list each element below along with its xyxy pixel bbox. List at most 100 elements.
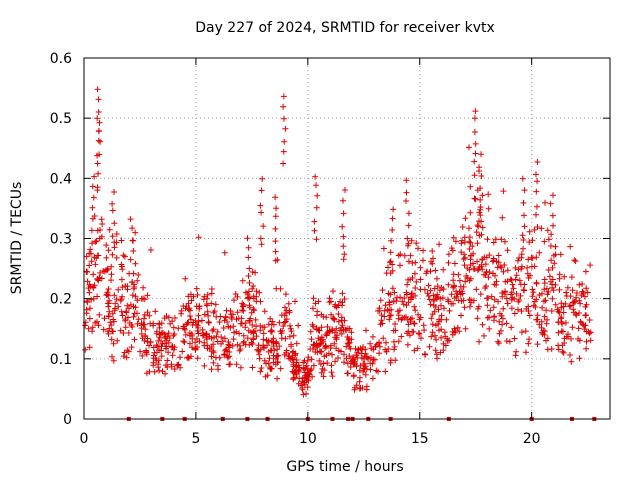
data-point — [194, 355, 201, 362]
data-point — [94, 160, 101, 167]
data-point — [495, 252, 502, 259]
data-point — [522, 328, 529, 335]
data-point — [362, 346, 369, 353]
data-point — [508, 296, 515, 303]
data-point — [471, 158, 478, 165]
data-point — [582, 303, 589, 310]
data-point — [387, 291, 394, 298]
data-point — [237, 320, 244, 327]
data-point — [556, 286, 563, 293]
x-axis-label: GPS time / hours — [286, 459, 403, 475]
data-point — [344, 340, 351, 347]
data-point — [94, 227, 101, 234]
data-point — [253, 333, 260, 340]
y-tick-label: 0.3 — [50, 232, 72, 248]
data-point — [404, 330, 410, 337]
plot-frame — [83, 57, 611, 420]
data-point — [259, 175, 266, 182]
data-point — [362, 371, 369, 378]
data-point — [165, 314, 172, 321]
data-point — [469, 243, 476, 250]
data-point — [119, 293, 126, 300]
data-point — [281, 115, 287, 122]
data-point — [477, 196, 484, 203]
data-point — [282, 125, 289, 132]
data-point — [138, 325, 145, 332]
data-point — [570, 299, 577, 306]
data-point — [351, 386, 358, 393]
data-point — [249, 285, 256, 292]
data-point — [534, 203, 540, 210]
data-point — [118, 308, 125, 315]
data-point — [482, 272, 489, 278]
data-point — [158, 353, 165, 360]
data-point — [350, 373, 357, 380]
data-point — [461, 251, 468, 258]
data-point — [445, 281, 452, 288]
data-point — [208, 366, 215, 373]
data-point — [386, 307, 393, 314]
data-point — [320, 336, 327, 343]
data-point — [120, 252, 127, 259]
data-point — [549, 212, 556, 219]
data-point — [270, 335, 277, 342]
data-point — [473, 286, 480, 293]
data-point — [188, 297, 195, 304]
data-point — [549, 284, 556, 291]
data-point — [367, 366, 374, 373]
data-point — [167, 320, 174, 327]
data-point — [451, 295, 458, 302]
data-point — [199, 317, 205, 324]
data-point — [467, 183, 474, 190]
data-point — [411, 347, 418, 354]
data-point — [368, 345, 375, 352]
data-point — [548, 308, 555, 314]
data-point — [391, 343, 398, 350]
data-point — [583, 338, 590, 345]
data-point — [111, 292, 118, 299]
data-point — [242, 324, 249, 331]
data-point — [435, 306, 442, 313]
data-point — [474, 315, 481, 322]
data-point — [350, 354, 357, 361]
data-point — [433, 275, 440, 282]
data-point — [268, 327, 275, 334]
data-point — [308, 336, 315, 343]
data-point — [132, 293, 139, 300]
data-point — [105, 313, 112, 319]
y-axis-label: SRMTID / TECUs — [9, 182, 25, 295]
data-point — [106, 226, 113, 233]
data-point — [441, 305, 447, 312]
data-point — [239, 300, 246, 307]
data-point — [421, 351, 428, 357]
data-point — [335, 311, 342, 317]
data-point — [506, 338, 513, 345]
data-point — [169, 352, 176, 359]
data-point — [391, 338, 397, 345]
data-point — [312, 300, 319, 307]
data-point — [416, 316, 423, 323]
data-point — [409, 260, 416, 266]
data-point — [431, 308, 438, 315]
data-point — [100, 326, 107, 333]
data-point — [461, 239, 468, 246]
data-point — [523, 305, 530, 312]
data-point — [558, 300, 565, 307]
data-point — [237, 364, 244, 371]
data-point — [508, 289, 515, 296]
data-point — [201, 311, 208, 318]
data-point — [387, 270, 394, 277]
data-point — [529, 237, 536, 244]
data-point — [300, 391, 307, 398]
data-point — [575, 335, 581, 342]
data-point — [453, 288, 460, 295]
data-point — [262, 373, 269, 380]
data-point — [333, 332, 340, 339]
data-point — [240, 301, 247, 308]
data-point — [204, 302, 211, 309]
data-point — [404, 316, 411, 323]
data-point — [178, 307, 185, 314]
data-point — [205, 312, 212, 319]
data-point — [458, 240, 465, 247]
data-point — [474, 267, 481, 274]
